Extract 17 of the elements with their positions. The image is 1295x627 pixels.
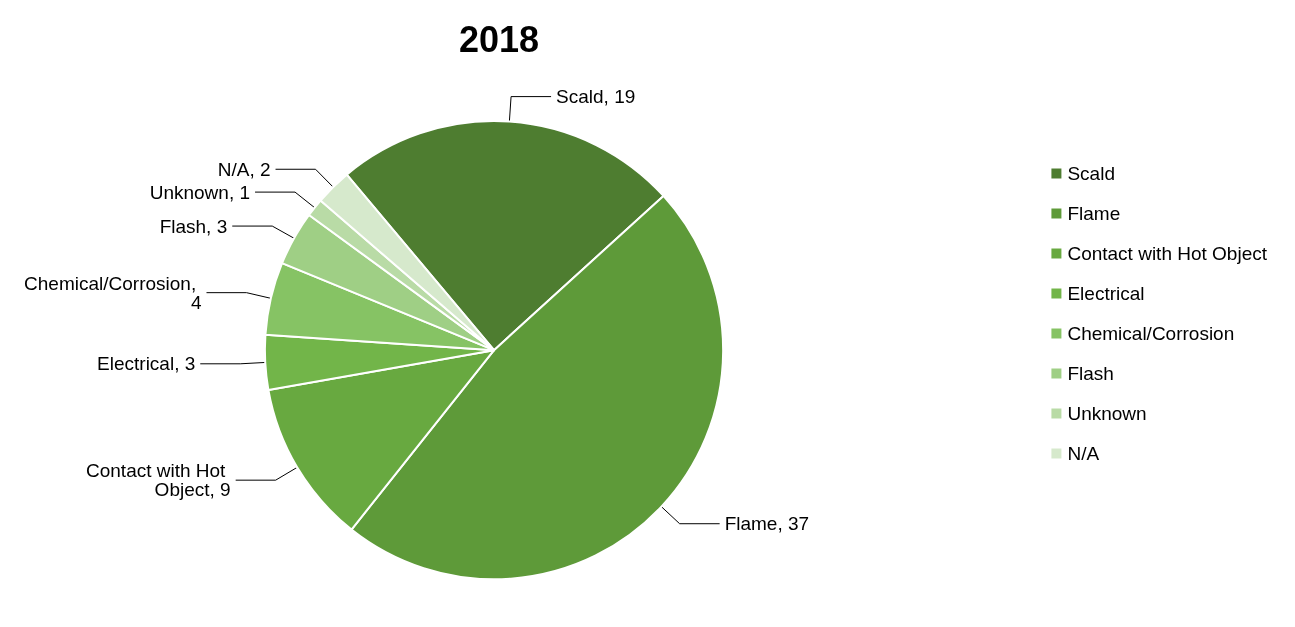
data-label: Chemical/Corrosion, 4 [24, 272, 202, 313]
legend-label: Chemical/Corrosion [1067, 323, 1235, 344]
legend-label: Flash [1067, 363, 1114, 384]
data-label: N/A, 2 [217, 158, 271, 180]
data-label: Flash, 3 [159, 215, 228, 237]
legend-label: Unknown [1067, 403, 1147, 424]
data-label: Scald, 19 [556, 86, 636, 108]
legend-label: Flame [1067, 203, 1121, 224]
legend-label: Scald [1067, 163, 1115, 184]
legend-label: Electrical [1067, 283, 1145, 304]
data-label: Flame, 37 [724, 513, 810, 535]
legend-label: Contact with Hot Object [1067, 243, 1268, 264]
legend-label: N/A [1067, 443, 1100, 464]
data-label: Unknown, 1 [149, 181, 251, 203]
chart-title: 2018 [458, 18, 540, 60]
data-label: Electrical, 3 [97, 353, 196, 375]
data-label: Contact with Hot Object, 9 [86, 460, 231, 501]
